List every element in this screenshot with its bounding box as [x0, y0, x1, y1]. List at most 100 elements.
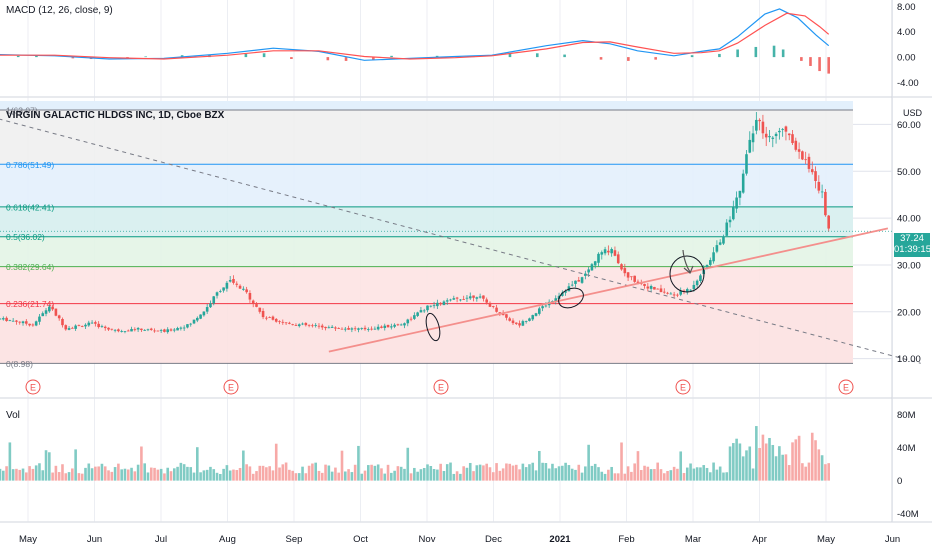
volume-bar — [709, 472, 712, 481]
candle — [71, 326, 74, 329]
volume-bar — [630, 471, 633, 481]
earnings-marker[interactable]: E — [25, 379, 41, 395]
candle-body — [442, 301, 446, 306]
symbol-title[interactable]: VIRGIN GALACTIC HLDGS INC, 1D, Cboe BZX — [6, 110, 225, 121]
volume-bar — [593, 463, 597, 481]
candle — [814, 166, 817, 189]
candle — [607, 245, 610, 256]
candle-body — [495, 307, 498, 312]
candle-body — [343, 328, 347, 330]
candle-body — [455, 297, 459, 299]
volume-bar — [347, 469, 350, 481]
volume-bar — [804, 466, 807, 481]
earnings-marker[interactable]: E — [433, 379, 449, 395]
macd-histogram-bar — [772, 45, 776, 58]
volume-bar — [340, 450, 344, 481]
candle-body — [291, 324, 294, 326]
bar-countdown: 01:39:15 — [894, 244, 931, 255]
candle-body — [373, 328, 377, 330]
candle — [107, 327, 110, 331]
candle-body — [215, 292, 219, 296]
candle — [623, 263, 627, 277]
candle-body — [320, 325, 324, 328]
candle-body — [202, 311, 206, 316]
volume-bar — [212, 469, 216, 481]
signal-line — [0, 12, 830, 60]
candle-body — [232, 279, 235, 283]
earnings-marker[interactable]: E — [223, 379, 239, 395]
volume-bar — [251, 473, 255, 481]
volume-bar — [196, 447, 199, 481]
candle-body — [77, 325, 81, 327]
candle — [90, 320, 94, 324]
candle-body — [827, 215, 830, 229]
candle-body — [143, 329, 146, 331]
candle-body — [212, 296, 216, 304]
candle — [390, 323, 393, 330]
volume-bar — [34, 465, 38, 481]
volume-bar — [219, 473, 222, 481]
candle-body — [531, 315, 535, 320]
candle-body — [587, 269, 590, 273]
volume-bar — [288, 469, 291, 481]
candle-body — [64, 325, 68, 330]
volume-bar — [107, 470, 110, 481]
candle-body — [610, 249, 613, 254]
candle — [409, 316, 413, 322]
candle-body — [123, 331, 127, 333]
macd-pane[interactable] — [0, 8, 830, 74]
candle — [751, 125, 755, 152]
candle-body — [597, 253, 600, 263]
candle-body — [692, 284, 696, 290]
fib-level-label: 0.382(29.64) — [6, 262, 54, 272]
candle — [676, 293, 679, 298]
candle-body — [28, 323, 31, 326]
candle — [735, 191, 738, 213]
candle — [386, 324, 390, 328]
volume-bar — [547, 468, 551, 481]
candle — [130, 326, 133, 332]
drawing-layer[interactable] — [0, 113, 921, 364]
candle-body — [685, 289, 689, 293]
candle-body — [725, 222, 729, 236]
macd-histogram-bar — [599, 57, 603, 60]
candle — [222, 287, 225, 293]
candle — [103, 325, 107, 331]
candle-body — [534, 313, 538, 316]
candle-body — [304, 322, 308, 326]
volume-pane[interactable] — [0, 426, 830, 481]
macd-tick-label: -4.00 — [897, 78, 919, 89]
volume-bar — [508, 463, 512, 481]
earnings-marker[interactable]: E — [838, 379, 854, 395]
volume-bar — [261, 465, 265, 481]
candle-body — [156, 330, 160, 332]
volume-bar — [623, 473, 627, 481]
macd-histogram-bar — [16, 55, 20, 58]
volume-bar — [699, 467, 702, 481]
macd-histogram-bar — [654, 57, 657, 60]
volume-bar — [113, 467, 117, 481]
candle-body — [219, 291, 222, 292]
fib-retracement[interactable]: 1(63.07) 0.786(51.49) 0.618(42.41) 0.5(36.0… — [0, 101, 853, 369]
macd-pane-label: MACD (12, 26, close, 9) — [6, 5, 113, 16]
macd-histogram-bar — [390, 55, 393, 58]
candle — [307, 324, 311, 328]
volume-bar — [192, 472, 196, 481]
candle-body — [784, 126, 788, 132]
candle — [570, 280, 574, 287]
candle — [662, 288, 666, 294]
volume-bar — [768, 437, 771, 481]
last-price-badge[interactable]: 37.24 01:39:15 — [894, 233, 931, 257]
earnings-marker[interactable]: E — [675, 379, 691, 395]
volume-bar — [702, 465, 706, 481]
volume-bar — [330, 471, 334, 481]
candle-body — [294, 325, 298, 326]
volume-bar — [337, 472, 341, 481]
volume-bar — [488, 467, 492, 481]
candle-body — [297, 324, 301, 327]
candle-body — [71, 327, 74, 329]
candle — [399, 323, 403, 326]
candle — [722, 234, 725, 245]
